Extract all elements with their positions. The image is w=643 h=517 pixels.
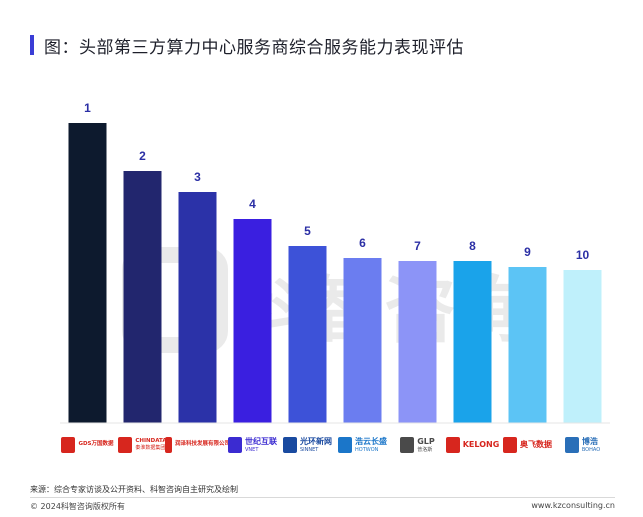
glp-logo-icon	[400, 437, 415, 453]
rank-label-6: 6	[359, 236, 366, 250]
logo-9: 奥飞数据	[495, 430, 560, 460]
source-note: 来源：综合专家访谈及公开资料、科智咨询自主研究及绘制	[30, 485, 238, 494]
rank-label-9: 9	[524, 245, 531, 259]
runze-logo-icon	[165, 437, 172, 453]
copyright-text: © 2024科智咨询版权所有	[30, 502, 125, 511]
bar-7	[398, 261, 437, 423]
rank-label-8: 8	[469, 239, 476, 253]
bar-8	[453, 261, 492, 423]
logo-3: 润泽科技发展有限公司	[165, 430, 230, 460]
rank-label-5: 5	[304, 224, 311, 238]
company-logos-row: GDS万国数据 CHINDATA 秦淮数据集团 润泽科技发展有限公司 世纪互联 VNET 光…	[0, 430, 643, 460]
logo-1: GDS万国数据	[55, 430, 120, 460]
chart-title: 图：头部第三方算力中心服务商综合服务能力表现评估	[30, 35, 464, 58]
sinnet-logo-icon	[283, 437, 297, 453]
aofei-logo-icon	[503, 437, 517, 453]
bar-5	[288, 246, 327, 423]
logo-name: 光环新网 SINNET	[300, 436, 332, 453]
logo-name: 世纪互联 VNET	[245, 436, 277, 453]
bar-2	[123, 171, 162, 423]
logo-name: 博浩 BOHAO	[581, 436, 601, 453]
logo-subtitle: HOTWON	[355, 446, 379, 453]
logo-subtitle: VNET	[245, 446, 259, 453]
bar-10	[563, 270, 602, 423]
bar-3	[178, 192, 217, 423]
logo-name: 润泽科技发展有限公司	[174, 441, 230, 448]
gds-logo-icon	[61, 437, 76, 453]
footer-divider	[30, 497, 615, 498]
bar-6	[343, 258, 382, 423]
logo-subtitle: 普洛斯	[417, 446, 433, 453]
logo-subtitle: 秦淮数据集团	[135, 445, 166, 452]
rank-label-2: 2	[139, 149, 146, 163]
logo-7: GLP 普洛斯	[385, 430, 450, 460]
rank-label-10: 10	[576, 248, 590, 262]
logo-8: KELONG	[440, 430, 505, 460]
logo-5: 光环新网 SINNET	[275, 430, 340, 460]
logo-name: 浩云长盛 HOTWON	[355, 436, 387, 453]
rank-label-4: 4	[249, 197, 256, 211]
chindata-logo-icon	[118, 437, 133, 453]
bar-9	[508, 267, 547, 423]
kelong-logo-icon	[445, 437, 460, 453]
logo-subtitle: SINNET	[300, 446, 319, 453]
logo-name: KELONG	[462, 440, 500, 449]
logo-6: 浩云长盛 HOTWON	[330, 430, 395, 460]
logo-name: GLP 普洛斯	[417, 436, 435, 453]
website-link[interactable]: www.kzconsulting.cn	[531, 501, 615, 510]
bohao-logo-icon	[564, 437, 579, 453]
logo-name: CHINDATA 秦淮数据集团	[135, 437, 167, 452]
logo-10: 博浩 BOHAO	[550, 430, 615, 460]
bar-4	[233, 219, 272, 423]
logo-subtitle: BOHAO	[581, 446, 601, 453]
hotwon-logo-icon	[338, 437, 352, 453]
logo-2: CHINDATA 秦淮数据集团	[110, 430, 175, 460]
title-accent-bar	[30, 35, 34, 55]
rank-label-7: 7	[414, 239, 421, 253]
logo-4: 世纪互联 VNET	[220, 430, 285, 460]
rank-label-3: 3	[194, 170, 201, 184]
rank-label-1: 1	[84, 101, 91, 115]
vnet-logo-icon	[228, 437, 242, 453]
logo-name: GDS万国数据	[78, 441, 114, 448]
bar-1	[68, 123, 107, 423]
logo-name: 奥飞数据	[520, 440, 552, 449]
title-text: 图：头部第三方算力中心服务商综合服务能力表现评估	[44, 37, 464, 58]
